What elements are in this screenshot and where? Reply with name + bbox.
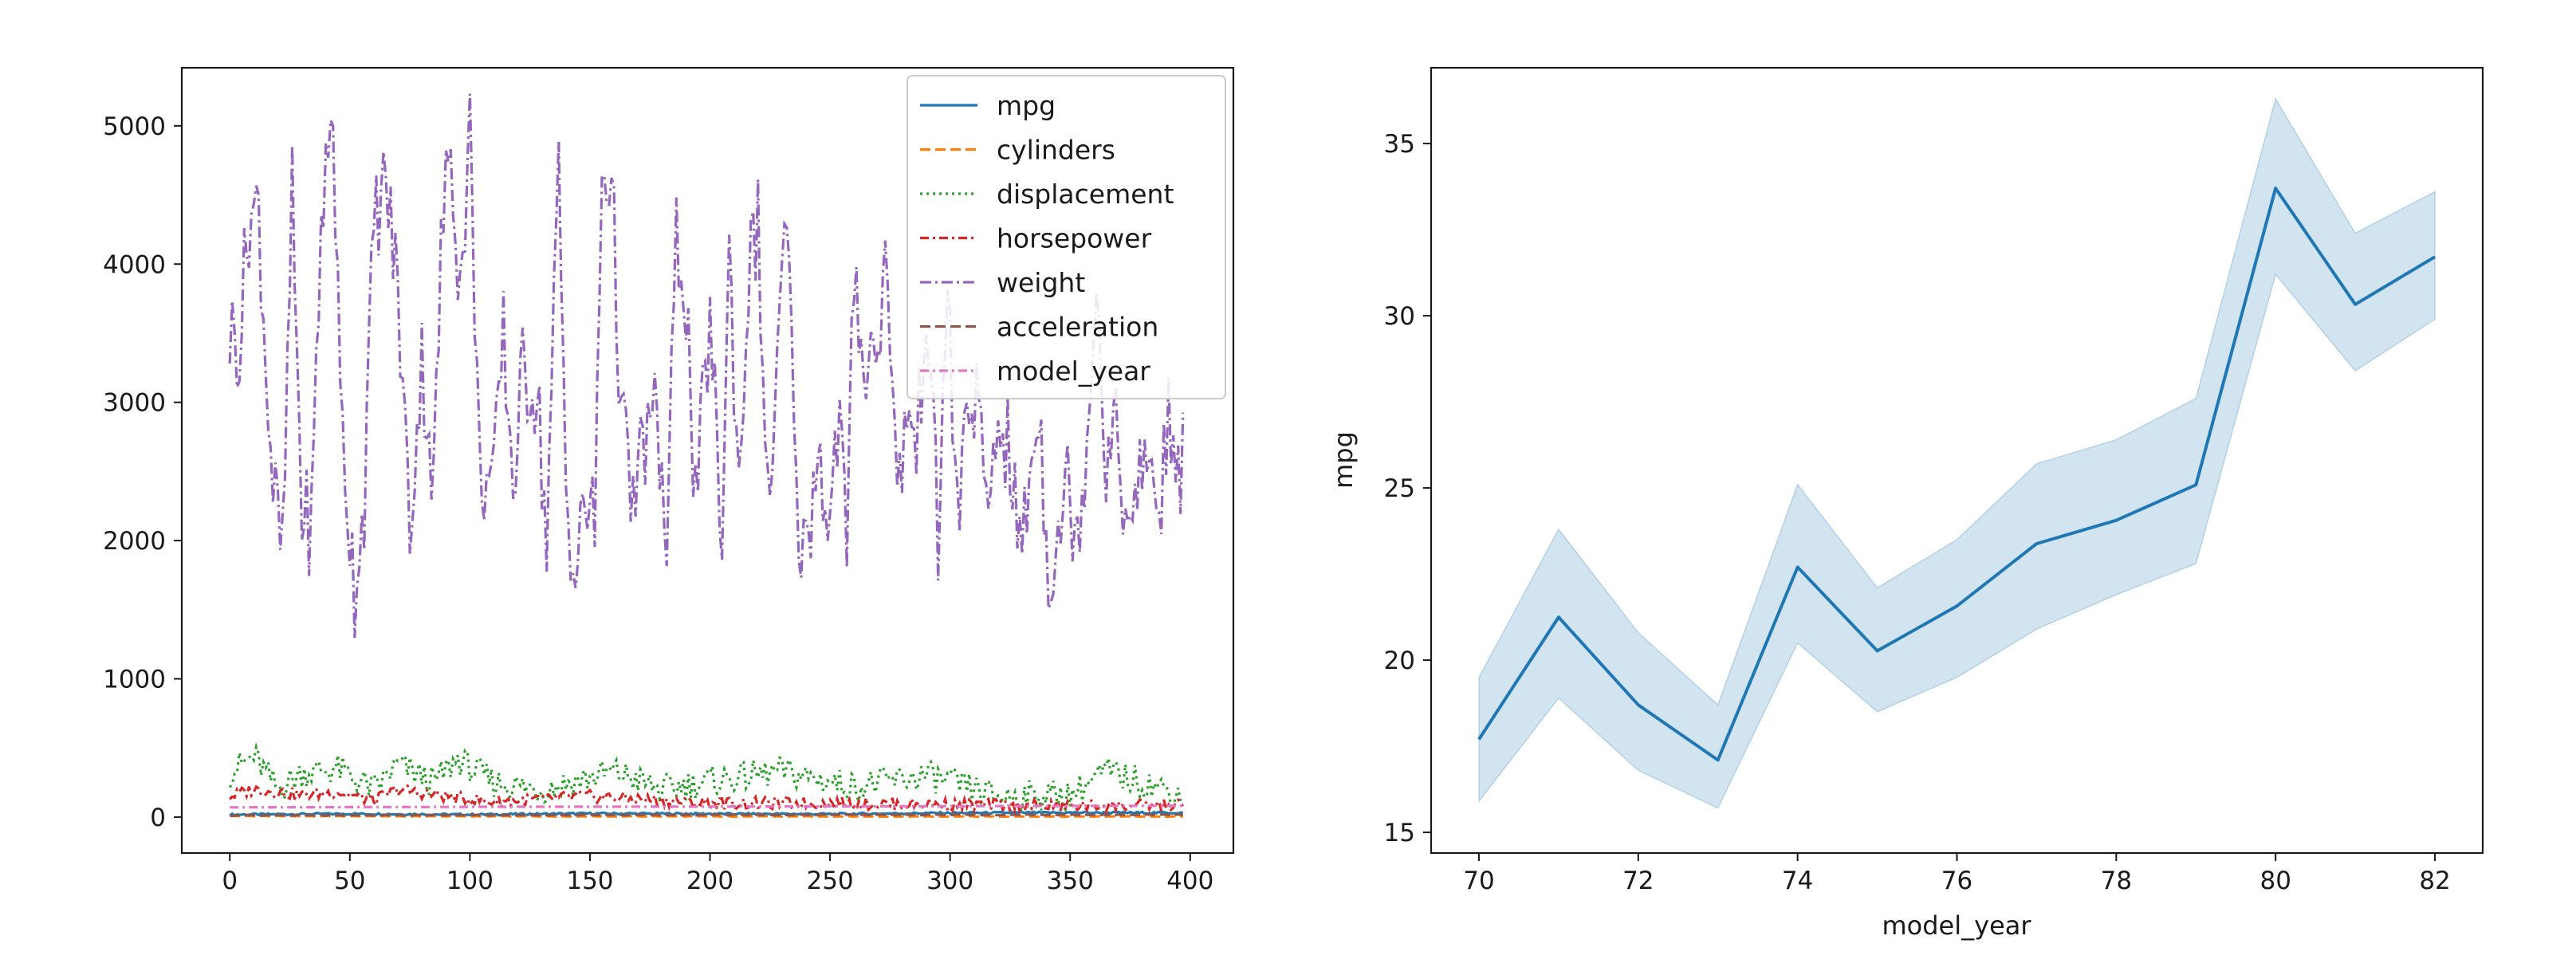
y-tick-label: 3000	[103, 389, 166, 418]
x-tick-label: 74	[1782, 867, 1813, 895]
right-chart-y-axis: 15 20 25 30 35	[1384, 130, 1431, 847]
series-line-model-year	[230, 804, 1183, 809]
right-chart-y-axis-label: mpg	[1328, 431, 1359, 489]
left-chart-y-axis: 0 1000 2000 3000 4000 5000	[103, 112, 182, 832]
x-tick-label: 70	[1463, 867, 1494, 895]
left-chart: 0 50 100 150 200 250 300 350 400 0 1000 2000 3000 40…	[103, 66, 1235, 895]
x-tick-label: 150	[566, 867, 613, 895]
series-line-acceleration	[230, 812, 1184, 817]
x-tick-label: 80	[2259, 867, 2291, 895]
series-line-horsepower	[229, 784, 1185, 816]
x-tick-label: 250	[806, 867, 853, 895]
x-tick-label: 0	[222, 867, 238, 895]
y-tick-label: 25	[1384, 474, 1415, 503]
y-tick-label: 0	[150, 804, 166, 832]
y-tick-label: 1000	[103, 665, 166, 694]
legend-label-acceleration: acceleration	[997, 312, 1158, 343]
y-tick-label: 5000	[103, 112, 166, 141]
right-chart-series-layer	[1477, 187, 2436, 762]
right-chart: 70 72 74 76 78 80 82 15 20 25 30 35 model_year mpg	[1328, 66, 2484, 941]
y-tick-label: 35	[1384, 130, 1415, 159]
series-line-displacement	[228, 741, 1184, 813]
legend-label-horsepower: horsepower	[997, 223, 1152, 254]
left-chart-legend: mpg cylinders displacement horsepower weight…	[907, 75, 1226, 399]
x-tick-label: 72	[1622, 867, 1654, 895]
series-line-weight	[228, 93, 1185, 638]
confidence-band	[1478, 96, 2436, 809]
x-tick-label: 100	[446, 867, 494, 895]
y-tick-label: 20	[1384, 647, 1415, 675]
x-tick-label: 200	[686, 867, 733, 895]
right-chart-confidence-band	[1478, 96, 2436, 809]
legend-box	[907, 75, 1226, 399]
left-chart-x-axis: 0 50 100 150 200 250 300 350 400	[222, 853, 1213, 895]
right-chart-x-axis-label: model_year	[1882, 910, 2031, 941]
x-tick-label: 300	[926, 867, 973, 895]
y-tick-label: 15	[1384, 819, 1415, 847]
legend-label-cylinders: cylinders	[997, 135, 1115, 166]
x-tick-label: 82	[2419, 867, 2450, 895]
legend-label-mpg: mpg	[997, 90, 1056, 121]
x-tick-label: 350	[1047, 867, 1094, 895]
x-tick-label: 76	[1941, 867, 1972, 895]
x-tick-label: 50	[334, 867, 365, 895]
y-tick-label: 4000	[103, 250, 166, 279]
left-chart-frame	[180, 66, 1235, 855]
legend-label-weight: weight	[997, 267, 1085, 298]
x-tick-label: 78	[2101, 867, 2132, 895]
x-tick-label: 400	[1166, 867, 1213, 895]
legend-label-model-year: model_year	[997, 356, 1150, 387]
right-chart-x-axis: 70 72 74 76 78 80 82	[1463, 853, 2451, 895]
legend-label-displacement: displacement	[997, 179, 1174, 210]
left-chart-series-layer	[228, 93, 1185, 819]
y-tick-label: 30	[1384, 302, 1415, 331]
y-tick-label: 2000	[103, 527, 166, 556]
